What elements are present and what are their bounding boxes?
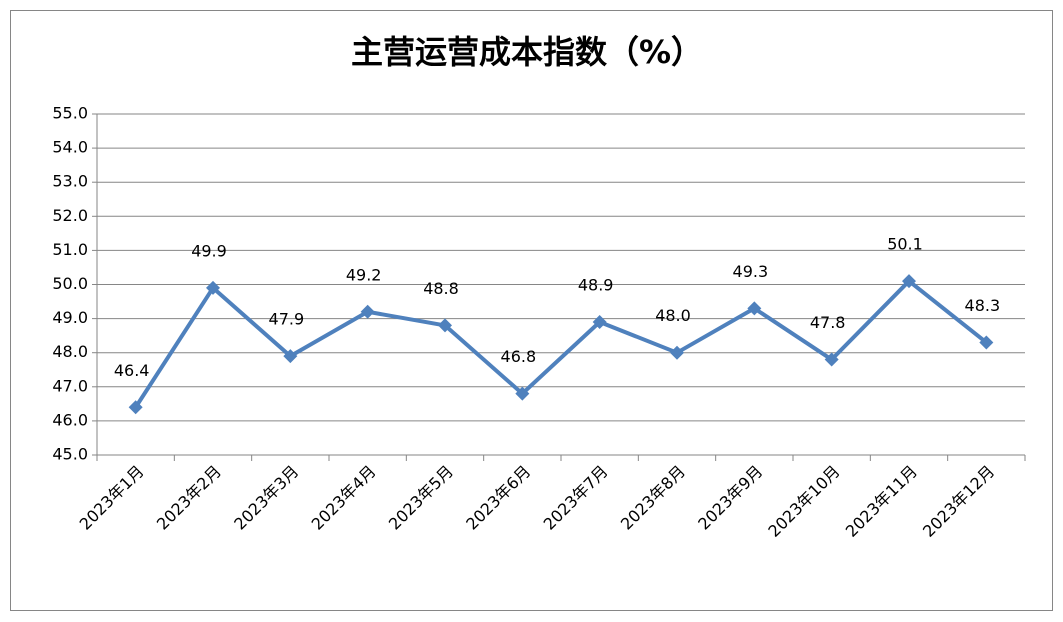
y-tick-label: 53.0 [52,172,88,191]
marker [670,345,684,360]
y-tick-label: 52.0 [52,206,88,225]
y-tick-label: 47.0 [52,376,88,395]
series-line [133,279,988,409]
marker [360,304,375,319]
y-tick-label: 51.0 [52,240,88,259]
data-label: 47.9 [269,310,305,329]
y-tick-label: 48.0 [52,342,88,361]
marker [747,301,762,316]
data-label: 46.8 [501,347,537,366]
marker [824,352,839,367]
data-label: 47.8 [810,313,846,332]
marker [283,349,298,364]
data-label: 46.4 [114,361,150,380]
marker [206,280,220,295]
y-tick-label: 55.0 [52,104,88,123]
marker [979,335,994,350]
marker [515,386,530,401]
data-label: 49.2 [346,265,382,284]
data-label: 49.9 [191,241,227,260]
y-tick-label: 46.0 [52,410,88,429]
y-tick-label: 49.0 [52,308,88,327]
marker [592,315,607,330]
data-label: 48.0 [655,306,691,325]
y-tick-label: 54.0 [52,138,88,157]
chart-title: 主营运营成本指数（%） [351,33,703,71]
y-tick-label: 45.0 [52,445,88,464]
data-label: 48.8 [423,279,459,298]
marker [128,400,143,415]
data-label: 48.3 [965,296,1001,315]
marker [438,318,452,333]
y-tick-label: 50.0 [52,274,88,293]
marker [902,274,916,289]
data-label: 50.1 [887,235,923,254]
data-label: 49.3 [733,262,769,281]
data-label: 48.9 [578,276,614,295]
